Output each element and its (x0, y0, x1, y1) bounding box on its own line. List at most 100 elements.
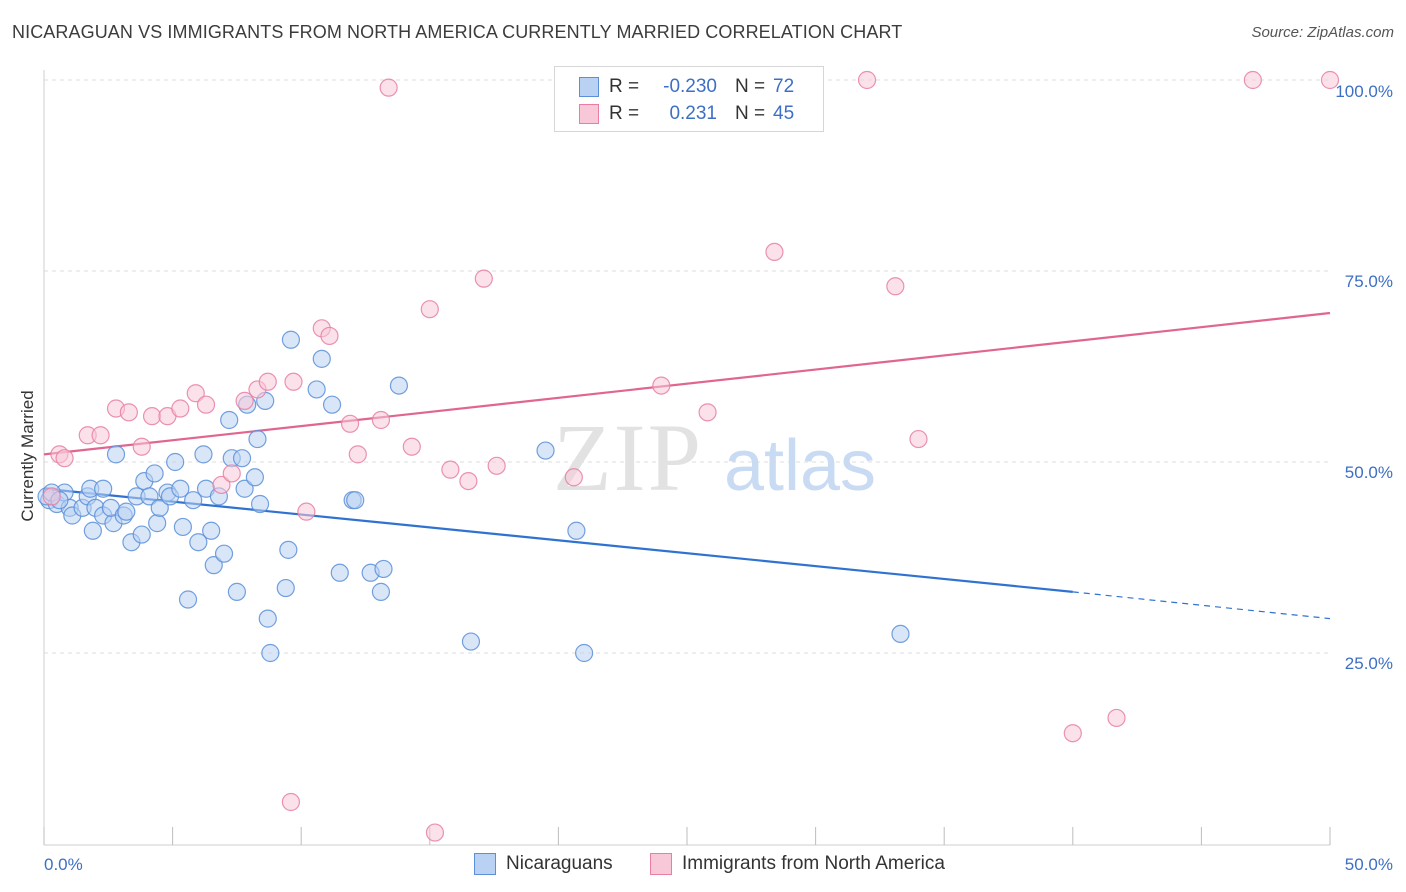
source-label: Source: ZipAtlas.com (1251, 24, 1394, 41)
immigrant-point (196, 395, 216, 414)
legend-r-value: -0.230 (663, 76, 717, 97)
immigrant-point (652, 376, 671, 395)
immigrant-point (371, 410, 391, 430)
immigrant-point (909, 429, 928, 449)
watermark: ZIP atlas (553, 404, 876, 511)
nicaraguan-point (106, 445, 126, 464)
nicaraguan-point (371, 582, 391, 601)
nicaraguan-point (258, 609, 277, 628)
nicaraguan-trend-line (43, 487, 1073, 593)
immigrant-point (765, 242, 784, 261)
immigrant-point (55, 449, 74, 468)
nicaraguan-point (202, 521, 221, 540)
nicaraguan-point (132, 525, 151, 544)
x-tick-label: 0.0% (44, 855, 83, 874)
immigrant-point (171, 399, 190, 418)
nicaraguan-point (281, 330, 301, 349)
nicaraguan-point (184, 491, 203, 510)
series-label-nicaraguans: Nicaraguans (506, 853, 613, 874)
nicaraguan-point (220, 410, 239, 430)
legend-row-immigrants: R = 0.231 N = 45 (579, 102, 794, 126)
nicaraguan-point (194, 445, 213, 464)
axes (43, 70, 1331, 846)
nicaraguan-point (94, 479, 113, 498)
nicaraguan-point (166, 452, 185, 472)
legend-row-nicaraguans: R = -0.230 N = 72 (579, 75, 794, 99)
series-label-immigrants: Immigrants from North America (682, 853, 945, 874)
immigrant-point (212, 475, 231, 495)
legend-n-label: N = (735, 76, 766, 97)
legend-r-value: 0.231 (669, 103, 717, 124)
legend-n-value: 72 (773, 76, 795, 97)
nicaraguan-point (307, 380, 326, 399)
immigrant-point (564, 468, 583, 487)
immigrant-point (420, 300, 439, 319)
immigrant-point (1107, 708, 1126, 728)
nicaraguan-point (575, 643, 594, 663)
watermark-zip: ZIP (553, 404, 703, 511)
nicaraguan-point (148, 514, 167, 533)
nicaraguan-point (567, 521, 586, 540)
nicaraguan-point (117, 502, 136, 521)
nicaraguan-point (227, 582, 246, 601)
immigrant-point (142, 407, 162, 426)
immigrant-point (284, 372, 303, 391)
series-swatch-pink (650, 853, 672, 875)
immigrant-point (348, 445, 367, 464)
immigrant-point (186, 384, 205, 403)
nicaraguan-point (140, 487, 159, 506)
legend-n-label: N = (735, 103, 766, 124)
immigrant-point (402, 437, 421, 456)
immigrant-point (1243, 70, 1262, 90)
immigrant-point (857, 70, 877, 90)
nicaraguan-trend-extension (1072, 591, 1331, 620)
immigrant-point (379, 78, 398, 97)
nicaraguan-point (178, 590, 198, 609)
y-tick-label: 25.0% (1345, 654, 1393, 673)
nicaraguan-point (374, 559, 393, 579)
immigrant-point (459, 472, 478, 491)
grid-lines (44, 79, 1330, 654)
immigrant-point (474, 269, 493, 288)
immigrant-point (698, 403, 717, 422)
legend-r-label: R = (609, 103, 640, 124)
y-tick-label: 75.0% (1345, 272, 1393, 291)
nicaraguan-point (389, 376, 409, 395)
nicaraguan-point (145, 464, 164, 483)
nicaraguan-point (171, 479, 190, 498)
immigrant-point (1063, 724, 1082, 743)
legend-swatch-pink (579, 104, 599, 124)
nicaraguan-point (891, 624, 910, 644)
nicaraguan-point (245, 468, 265, 487)
nicaraguan-point (276, 578, 295, 598)
nicaraguan-point (322, 395, 342, 414)
nicaraguan-point (150, 498, 169, 517)
series-swatch-blue (474, 853, 496, 875)
immigrant-point (281, 792, 301, 812)
immigrant-point (297, 502, 316, 521)
nicaraguan-point (235, 479, 254, 498)
immigrant-point (91, 426, 110, 445)
data-points (37, 70, 1340, 842)
nicaraguan-point (83, 521, 102, 540)
y-tick-label: 100.0% (1335, 82, 1393, 101)
nicaraguan-point (312, 349, 331, 368)
immigrant-point (425, 823, 445, 842)
immigrant-point (42, 487, 61, 506)
immigrant-point (886, 277, 905, 296)
immigrant-point (132, 437, 151, 456)
nicaraguan-point (189, 533, 208, 552)
series-legend-immigrants: Immigrants from North America (650, 852, 945, 876)
nicaraguan-point (261, 643, 280, 663)
nicaraguan-point (232, 449, 252, 468)
nicaraguan-point (204, 556, 223, 575)
nicaraguan-point (173, 517, 192, 537)
series-legend-nicaraguans: Nicaraguans (474, 852, 613, 876)
nicaraguan-point (330, 563, 349, 582)
tick-labels: 25.0% 50.0% 75.0% 100.0% 0.0% 50.0% (44, 82, 1393, 874)
legend-r-label: R = (609, 76, 640, 97)
legend-n-value: 45 (773, 103, 795, 124)
nicaraguan-point (250, 494, 270, 514)
x-tick-label: 50.0% (1345, 855, 1393, 874)
